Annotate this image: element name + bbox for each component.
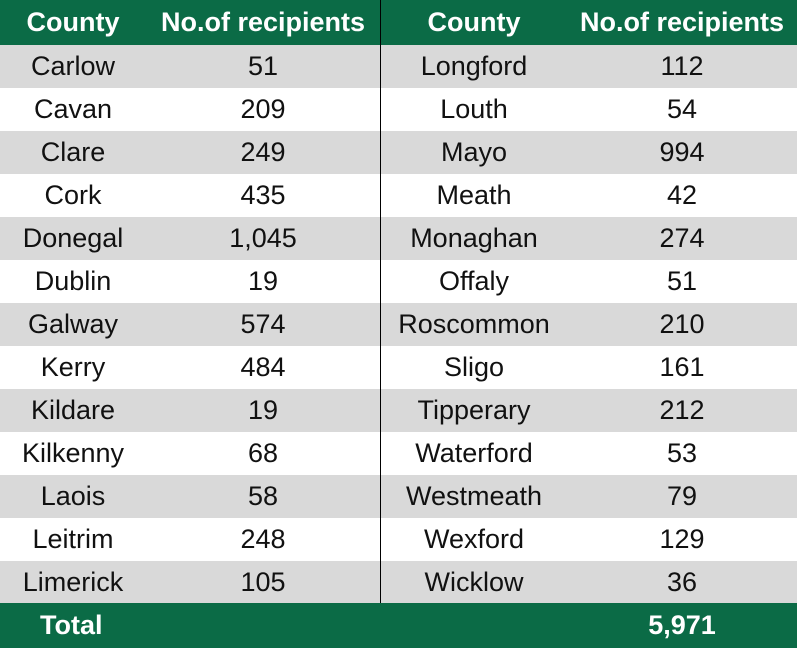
count-cell: 54 [666, 94, 698, 124]
county-cell: Kildare [30, 395, 116, 425]
total-value: 5,971 [648, 610, 716, 640]
count-cell: 112 [660, 51, 704, 81]
table-row: Kildare 19 Tipperary 212 [0, 389, 797, 432]
count-cell: 51 [146, 45, 381, 88]
header-recipients-right: No.of recipients [579, 7, 785, 37]
table-header-row: County No.of recipients County No.of rec… [0, 0, 797, 45]
table-row: Clare 249 Mayo 994 [0, 131, 797, 174]
total-row: Total 5,971 [0, 603, 797, 648]
count-cell: 79 [666, 481, 698, 511]
count-cell: 1,045 [146, 217, 381, 260]
total-spacer [381, 603, 567, 648]
county-cell: Louth [440, 94, 508, 124]
count-cell: 53 [666, 438, 698, 468]
total-spacer [146, 603, 381, 648]
county-cell: Donegal [22, 223, 124, 253]
county-cell: Wexford [423, 524, 525, 554]
table-row: Kerry 484 Sligo 161 [0, 346, 797, 389]
county-cell: Laois [40, 481, 106, 511]
table-row: Cavan 209 Louth 54 [0, 88, 797, 131]
header-county-right: County [427, 7, 521, 37]
county-cell: Mayo [440, 137, 508, 167]
count-cell: 68 [146, 432, 381, 475]
county-cell: Kerry [40, 352, 106, 382]
count-cell: 994 [659, 137, 705, 167]
table-row: Laois 58 Westmeath 79 [0, 475, 797, 518]
county-cell: Offaly [438, 266, 510, 296]
county-cell: Waterford [415, 438, 533, 468]
count-cell: 248 [146, 518, 381, 561]
count-cell: 435 [146, 174, 381, 217]
header-county-left: County [26, 7, 120, 37]
county-cell: Clare [40, 137, 106, 167]
county-cell: Westmeath [405, 481, 543, 511]
count-cell: 105 [146, 561, 381, 603]
county-cell: Kilkenny [21, 438, 125, 468]
table-row: Leitrim 248 Wexford 129 [0, 518, 797, 561]
count-cell: 42 [666, 180, 698, 210]
table-row: Galway 574 Roscommon 210 [0, 303, 797, 346]
county-cell: Longford [420, 51, 528, 81]
county-cell: Sligo [443, 352, 505, 382]
table-row: Kilkenny 68 Waterford 53 [0, 432, 797, 475]
county-cell: Wicklow [424, 566, 524, 597]
county-cell: Monaghan [410, 223, 538, 253]
total-label: Total [40, 610, 103, 640]
count-cell: 249 [146, 131, 381, 174]
count-cell: 209 [146, 88, 381, 131]
count-cell: 129 [659, 524, 705, 554]
count-cell: 484 [146, 346, 381, 389]
table-row: Limerick 105 Wicklow 36 [0, 561, 797, 603]
count-cell: 212 [659, 395, 705, 425]
count-cell: 574 [146, 303, 381, 346]
county-cell: Limerick [22, 566, 124, 597]
county-cell: Roscommon [398, 309, 550, 339]
table-row: Carlow 51 Longford 112 [0, 45, 797, 88]
count-cell: 210 [659, 309, 705, 339]
count-cell: 19 [146, 260, 381, 303]
county-cell: Dublin [34, 266, 112, 296]
count-cell: 58 [146, 475, 381, 518]
table-row: Donegal 1,045 Monaghan 274 [0, 217, 797, 260]
county-cell: Galway [27, 309, 119, 339]
count-cell: 19 [146, 389, 381, 432]
county-cell: Leitrim [32, 524, 114, 554]
count-cell: 274 [659, 223, 705, 253]
header-recipients-left: No.of recipients [146, 0, 381, 45]
table-row: Dublin 19 Offaly 51 [0, 260, 797, 303]
county-cell: Cork [44, 180, 102, 210]
county-cell: Cavan [33, 94, 113, 124]
table-row: Cork 435 Meath 42 [0, 174, 797, 217]
county-cell: Tipperary [417, 395, 531, 425]
county-cell: Carlow [30, 51, 116, 81]
count-cell: 161 [659, 352, 705, 382]
count-cell: 51 [666, 266, 698, 296]
count-cell: 36 [666, 566, 698, 597]
county-cell: Meath [436, 180, 512, 210]
